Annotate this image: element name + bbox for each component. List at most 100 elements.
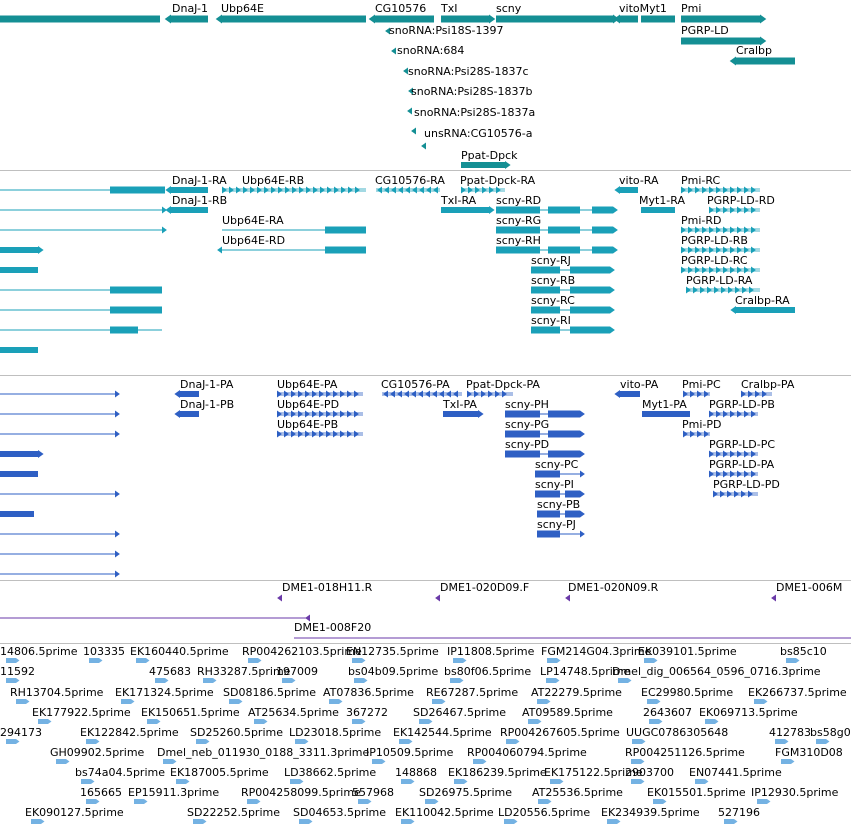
est-label[interactable]: 11592	[0, 665, 35, 678]
est-feature[interactable]	[155, 678, 165, 683]
est-feature[interactable]	[134, 799, 144, 804]
est-feature[interactable]	[89, 658, 99, 663]
est-label[interactable]: EK177922.5prime	[32, 706, 131, 719]
transcript-myt1-ra[interactable]	[641, 207, 675, 213]
protein-label[interactable]: Ubp64E-PD	[277, 398, 339, 411]
transcript-vito-ra[interactable]	[620, 187, 638, 193]
est-feature[interactable]	[86, 739, 96, 744]
est-feature[interactable]	[419, 719, 429, 724]
est-label[interactable]: bs74a04.5prime	[75, 766, 165, 779]
clone-label[interactable]: DME1-006M	[776, 581, 842, 594]
gene-label-pgrp-ld[interactable]: PGRP-LD	[681, 24, 729, 37]
est-feature[interactable]	[16, 699, 26, 704]
est-feature[interactable]	[647, 699, 657, 704]
est-feature[interactable]	[295, 739, 305, 744]
protein-left[interactable]	[0, 511, 34, 517]
est-label[interactable]: GH09902.5prime	[50, 746, 145, 759]
est-label[interactable]: 2903700	[625, 766, 674, 779]
est-feature[interactable]	[786, 658, 796, 663]
est-label[interactable]: EK175122.5prime	[544, 766, 643, 779]
clone-label[interactable]: DME1-008F20	[294, 621, 371, 634]
protein-label[interactable]: DnaJ-1-PB	[180, 398, 234, 411]
est-feature[interactable]	[607, 819, 617, 824]
est-label[interactable]: 103335	[83, 645, 125, 658]
est-feature[interactable]	[528, 719, 538, 724]
est-feature[interactable]	[450, 678, 460, 683]
transcript-label[interactable]: Pmi-RD	[681, 214, 722, 227]
est-feature[interactable]	[632, 739, 642, 744]
gene-dnaj1[interactable]	[171, 15, 208, 23]
clone-label[interactable]: DME1-018H11.R	[282, 581, 373, 594]
est-feature[interactable]	[649, 719, 659, 724]
protein-myt1-pa[interactable]	[642, 411, 690, 417]
protein-label[interactable]: DnaJ-1-PA	[180, 378, 234, 391]
est-label[interactable]: 367272	[346, 706, 388, 719]
est-label[interactable]: RP004267605.5prime	[500, 726, 620, 739]
protein-label[interactable]: CG10576-PA	[381, 378, 450, 391]
transcript-label[interactable]: scny-RI	[531, 314, 571, 327]
est-feature[interactable]	[282, 678, 292, 683]
est-feature[interactable]	[653, 799, 663, 804]
est-label[interactable]: bs80f06.5prime	[444, 665, 531, 678]
est-label[interactable]: bs85c10	[780, 645, 827, 658]
protein-label[interactable]: Pmi-PC	[682, 378, 721, 391]
gene-label-snorna-1837c[interactable]: snoRNA:Psi28S-1837c	[408, 65, 529, 78]
protein-label[interactable]: scny-PG	[505, 418, 549, 431]
gene-label-unsrna[interactable]: unsRNA:CG10576-a	[424, 127, 533, 140]
est-feature[interactable]	[247, 799, 257, 804]
est-feature[interactable]	[121, 699, 131, 704]
est-label[interactable]: SD26975.5prime	[419, 786, 512, 799]
est-label[interactable]: FGM310D08	[775, 746, 843, 759]
protein-label[interactable]: PGRP-LD-PB	[709, 398, 775, 411]
gene-label-cg10576[interactable]: CG10576	[375, 2, 426, 15]
est-label[interactable]: LD23018.5prime	[289, 726, 381, 739]
est-label[interactable]: EN07441.5prime	[689, 766, 782, 779]
gene-bar[interactable]	[0, 15, 160, 23]
gene-label-ubp64e[interactable]: Ubp64E	[221, 2, 264, 15]
est-label[interactable]: SD25260.5prime	[190, 726, 283, 739]
clone-label[interactable]: DME1-020N09.R	[568, 581, 659, 594]
est-feature[interactable]	[6, 739, 16, 744]
est-feature[interactable]	[695, 779, 705, 784]
est-feature[interactable]	[401, 819, 411, 824]
est-label[interactable]: RH33287.5prime	[197, 665, 291, 678]
protein-label[interactable]: scny-PH	[505, 398, 549, 411]
est-feature[interactable]	[538, 799, 548, 804]
est-label[interactable]: EK150651.5prime	[141, 706, 240, 719]
est-label[interactable]: EK110042.5prime	[395, 806, 494, 819]
est-label[interactable]: EK186239.5prime	[448, 766, 547, 779]
est-label[interactable]: 2643607	[643, 706, 692, 719]
est-label[interactable]: 165665	[80, 786, 122, 799]
est-label[interactable]: EK234939.5prime	[601, 806, 700, 819]
est-feature[interactable]	[6, 678, 16, 683]
gene-label-ppat-dpck[interactable]: Ppat-Dpck	[461, 149, 518, 162]
est-feature[interactable]	[56, 759, 66, 764]
est-feature[interactable]	[618, 678, 628, 683]
transcript-label[interactable]: scny-RC	[531, 294, 575, 307]
est-feature[interactable]	[299, 819, 309, 824]
est-label[interactable]: UUGC0786305648	[626, 726, 728, 739]
est-feature[interactable]	[86, 799, 96, 804]
est-label[interactable]: IP12930.5prime	[751, 786, 839, 799]
est-label[interactable]: 197009	[276, 665, 318, 678]
transcript-label[interactable]: scny-RB	[531, 274, 575, 287]
protein-label[interactable]: Ubp64E-PA	[277, 378, 338, 391]
protein-label[interactable]: PGRP-LD-PD	[713, 478, 780, 491]
protein-dnaj1-pa[interactable]	[180, 391, 199, 397]
est-label[interactable]: EP15911.3prime	[128, 786, 219, 799]
est-feature[interactable]	[329, 699, 339, 704]
protein-label[interactable]: Ppat-Dpck-PA	[466, 378, 540, 391]
est-label[interactable]: EK069713.5prime	[699, 706, 798, 719]
protein-label[interactable]: TxI-PA	[442, 398, 477, 411]
est-feature[interactable]	[547, 658, 557, 663]
est-label[interactable]: SD08186.5prime	[223, 686, 316, 699]
transcript-left[interactable]	[0, 347, 38, 353]
est-label[interactable]: 148868	[395, 766, 437, 779]
gene-ppat-dpck[interactable]	[461, 162, 505, 168]
gene-cralbp[interactable]	[736, 57, 795, 65]
transcript-dnaj1-ra[interactable]	[171, 187, 208, 193]
gene-label-snorna-684[interactable]: snoRNA:684	[397, 44, 464, 57]
transcript-label[interactable]: scny-RH	[496, 234, 541, 247]
est-label[interactable]: EN12735.5prime	[346, 645, 439, 658]
transcript-left[interactable]	[0, 267, 38, 273]
